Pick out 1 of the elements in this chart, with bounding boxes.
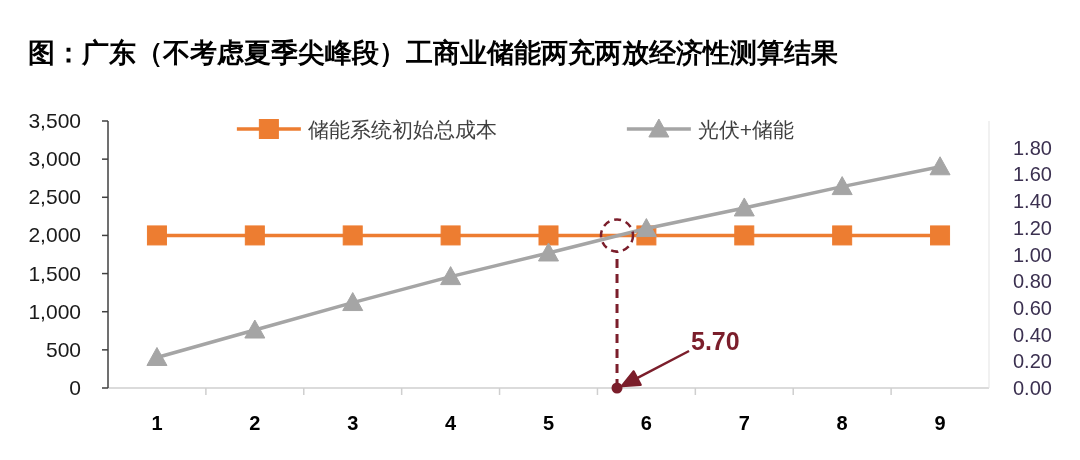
title: 图：广东（不考虑夏季尖峰段）工商业储能两充两放经济性测算结果 <box>28 38 838 68</box>
